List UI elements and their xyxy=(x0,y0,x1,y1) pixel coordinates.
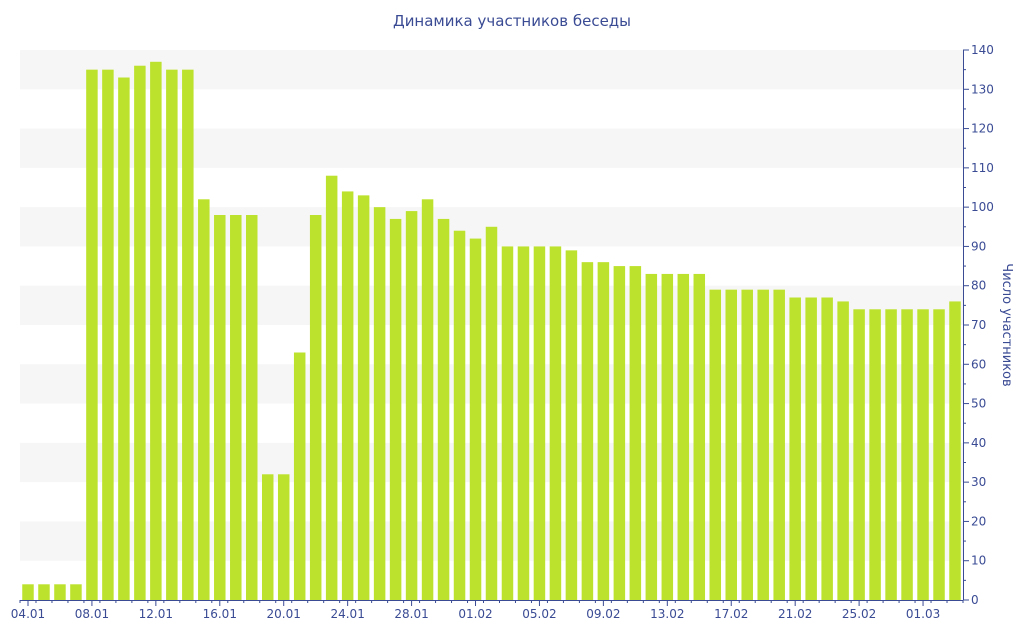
bar xyxy=(789,297,801,600)
y-tick-label: 110 xyxy=(971,161,994,175)
x-tick-label: 21.02 xyxy=(778,607,812,621)
bar xyxy=(469,238,482,601)
bar xyxy=(565,250,578,600)
bar xyxy=(757,289,769,600)
bar xyxy=(373,207,386,600)
x-tick-label: 12.01 xyxy=(139,607,173,621)
bar xyxy=(517,246,530,600)
bar xyxy=(22,584,34,600)
y-tick-label: 40 xyxy=(971,436,986,450)
x-tick-label: 01.03 xyxy=(906,607,940,621)
bar xyxy=(261,474,274,600)
bar xyxy=(357,195,370,600)
bar xyxy=(613,266,626,600)
bar xyxy=(70,584,82,600)
bar xyxy=(341,191,354,600)
bar xyxy=(677,273,690,600)
x-tick-label: 09.02 xyxy=(586,607,620,621)
bar xyxy=(933,309,945,600)
bars xyxy=(22,61,961,601)
x-tick-label: 08.01 xyxy=(75,607,109,621)
bar xyxy=(453,230,466,600)
x-tick-label: 24.01 xyxy=(330,607,364,621)
bar xyxy=(533,246,546,600)
y-tick-label: 130 xyxy=(971,82,994,96)
x-tick-label: 28.01 xyxy=(394,607,428,621)
chart-title: Динамика участников беседы xyxy=(392,12,632,30)
bar xyxy=(501,246,514,600)
bar xyxy=(901,309,913,600)
bar xyxy=(485,226,498,601)
bar xyxy=(214,215,226,600)
y-axis-label: Число участников xyxy=(999,263,1014,386)
bar xyxy=(405,211,418,601)
y-tick-label: 60 xyxy=(971,357,986,371)
bar xyxy=(150,61,162,601)
bar xyxy=(389,218,402,600)
bar xyxy=(102,69,114,600)
x-tick-label: 01.02 xyxy=(458,607,492,621)
bar xyxy=(821,297,833,600)
y-tick-label: 10 xyxy=(971,554,986,568)
x-tick-label: 20.01 xyxy=(267,607,301,621)
x-tick-label: 16.01 xyxy=(203,607,237,621)
bar xyxy=(869,309,881,600)
y-tick-label: 100 xyxy=(971,200,994,214)
bar xyxy=(885,309,897,600)
bar xyxy=(166,69,178,600)
bar xyxy=(198,199,210,601)
y-tick-label: 120 xyxy=(971,122,994,136)
bar xyxy=(38,584,50,600)
bar xyxy=(230,215,242,600)
y-tick-label: 30 xyxy=(971,475,986,489)
bar xyxy=(246,215,258,600)
bar xyxy=(309,215,322,600)
y-tick-label: 50 xyxy=(971,397,986,411)
bar xyxy=(86,69,98,600)
bar xyxy=(693,273,706,600)
bar xyxy=(549,246,562,600)
bar xyxy=(853,309,865,600)
bar xyxy=(949,301,961,600)
x-tick-label: 17.02 xyxy=(714,607,748,621)
bar xyxy=(134,65,146,600)
bar xyxy=(805,297,817,600)
bar xyxy=(277,474,290,600)
x-tick-label: 25.02 xyxy=(842,607,876,621)
bar xyxy=(421,199,434,601)
x-tick-label: 13.02 xyxy=(650,607,684,621)
bar xyxy=(661,273,674,600)
bar xyxy=(325,175,338,600)
y-tick-label: 0 xyxy=(971,593,979,607)
y-tick-label: 90 xyxy=(971,239,986,253)
bar xyxy=(917,309,929,600)
bar xyxy=(773,289,785,600)
y-axis: 0 10 20 30 40 50 60 70 80 90 100 110 120 130 140 xyxy=(963,43,994,607)
bar xyxy=(437,218,450,600)
bar xyxy=(182,69,194,600)
bar xyxy=(597,262,610,600)
x-tick-label: 04.01 xyxy=(11,607,45,621)
bar xyxy=(837,301,849,600)
y-tick-label: 80 xyxy=(971,279,986,293)
y-tick-label: 70 xyxy=(971,318,986,332)
bar xyxy=(741,289,753,600)
bar xyxy=(581,262,594,600)
bar xyxy=(725,289,737,600)
bar xyxy=(293,352,306,600)
x-tick-label: 05.02 xyxy=(522,607,556,621)
x-axis: 04.01 08.01 12.01 16.01 20.01 24.01 28.01 01.02… xyxy=(11,600,964,621)
bar xyxy=(118,77,130,600)
bar xyxy=(645,273,658,600)
y-tick-label: 140 xyxy=(971,43,994,57)
y-tick-label: 20 xyxy=(971,514,986,528)
bar xyxy=(709,289,722,600)
bar xyxy=(629,266,642,600)
bar xyxy=(54,584,66,600)
